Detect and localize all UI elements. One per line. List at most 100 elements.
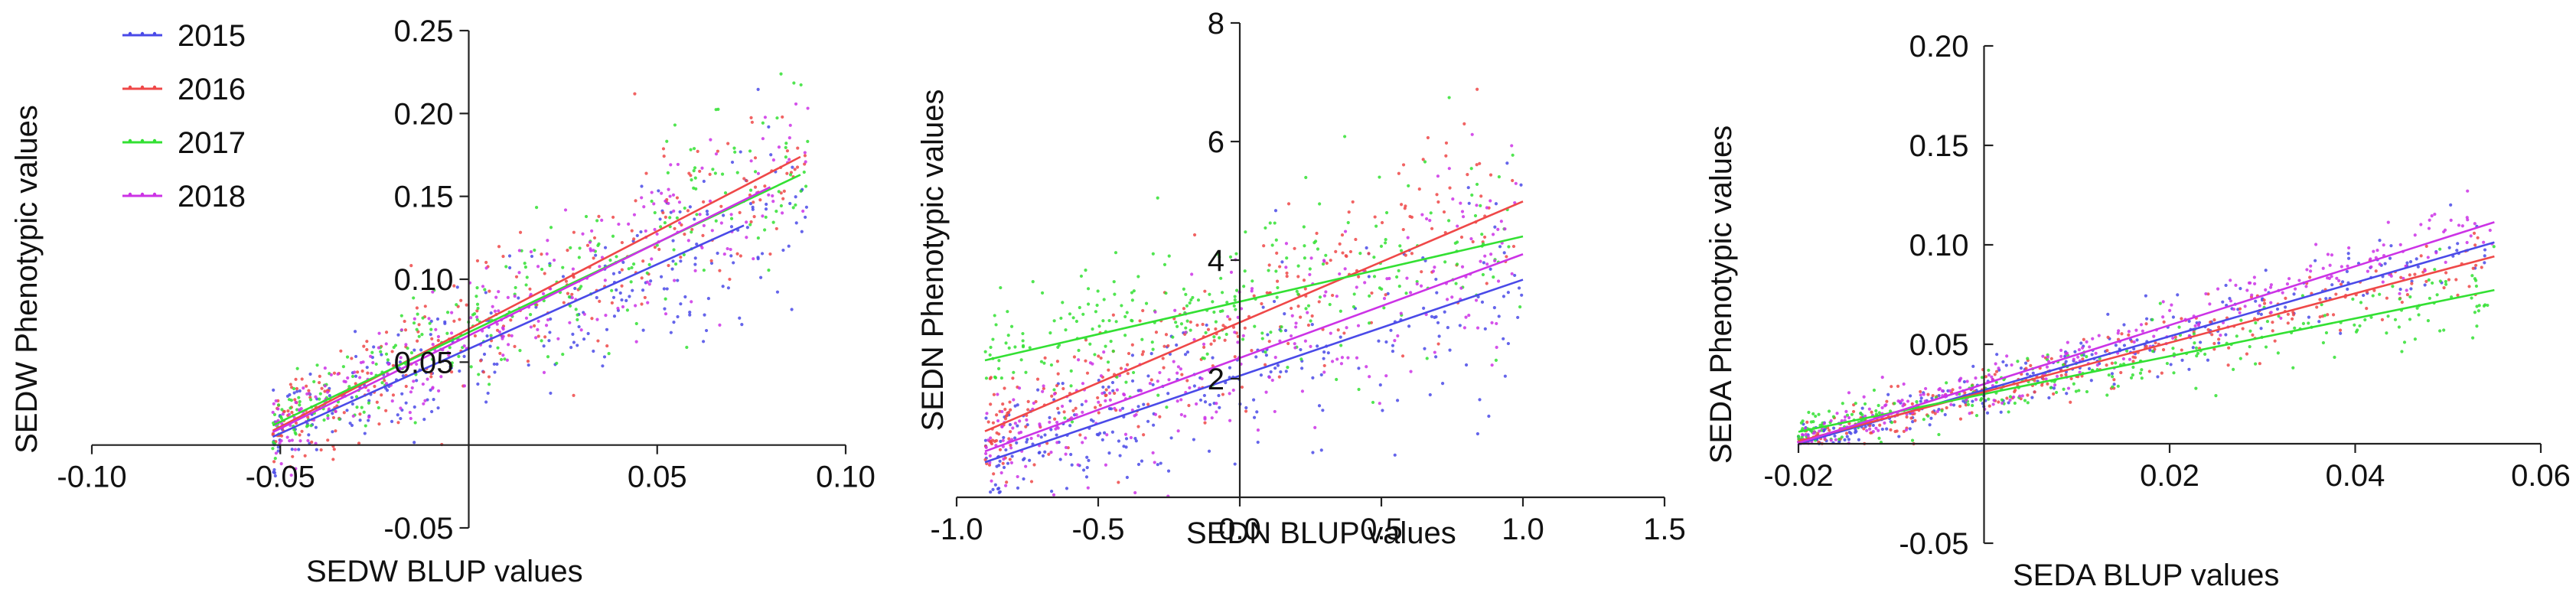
data-point-2017: [1013, 345, 1017, 349]
data-point-2017: [767, 269, 771, 272]
regression-line-2017: [1798, 288, 2495, 433]
data-point-2018: [1104, 463, 1108, 467]
data-point-2016: [465, 303, 468, 307]
data-point-2017: [309, 398, 313, 402]
data-point-2018: [1172, 360, 1176, 363]
data-point-2017: [2158, 301, 2162, 305]
data-point-2017: [1987, 397, 1991, 401]
data-point-2017: [540, 339, 543, 343]
data-point-2018: [2168, 308, 2172, 312]
data-point-2017: [2253, 362, 2258, 366]
data-point-2017: [720, 172, 725, 176]
data-point-2016: [2226, 363, 2230, 367]
data-point-2018: [2386, 220, 2390, 224]
data-point-2017: [775, 116, 779, 120]
data-point-2018: [2264, 288, 2268, 291]
data-point-2018: [1451, 197, 1455, 201]
data-point-2015: [760, 252, 765, 256]
data-point-2018: [1183, 414, 1187, 419]
data-point-2018: [2234, 283, 2238, 287]
data-point-2015: [2064, 360, 2068, 363]
data-point-2018: [2097, 334, 2101, 337]
data-point-2017: [2470, 296, 2473, 300]
data-point-2016: [1805, 420, 1809, 424]
data-point-2018: [2335, 276, 2339, 280]
data-point-2018: [1303, 339, 1307, 343]
data-point-2018: [1461, 215, 1466, 219]
data-point-2016: [1285, 271, 1289, 275]
data-point-2016: [1322, 363, 1326, 368]
data-point-2018: [1339, 362, 1344, 366]
data-point-2016: [620, 268, 624, 272]
data-point-2015: [1016, 424, 1019, 428]
data-point-2018: [1958, 379, 1961, 383]
data-point-2018: [1156, 379, 1159, 383]
data-point-2018: [672, 209, 676, 213]
data-point-2015: [1985, 411, 1990, 415]
data-point-2017: [1093, 353, 1097, 357]
data-point-2016: [332, 448, 336, 451]
data-point-2018: [2132, 340, 2136, 344]
data-point-2017: [399, 314, 403, 318]
data-point-2016: [2162, 320, 2166, 324]
data-point-2018: [1847, 391, 1851, 395]
data-point-2018: [1139, 389, 1143, 392]
data-point-2016: [1945, 405, 1948, 410]
data-point-2016: [2105, 363, 2108, 367]
data-point-2018: [556, 337, 560, 340]
data-point-2015: [595, 295, 598, 300]
data-point-2018: [563, 208, 568, 212]
data-point-2015: [1316, 344, 1319, 348]
data-point-2017: [771, 220, 775, 224]
data-point-2017: [1371, 400, 1375, 405]
data-point-2018: [1436, 174, 1440, 178]
data-point-2015: [1885, 427, 1889, 431]
data-point-2018: [1134, 412, 1138, 417]
data-point-2016: [1056, 372, 1060, 376]
data-point-2018: [1313, 425, 1317, 429]
data-point-2017: [1372, 275, 1377, 278]
data-point-2017: [2061, 363, 2066, 367]
data-point-2017: [1074, 319, 1079, 324]
data-point-2018: [714, 152, 719, 156]
data-point-2015: [2389, 244, 2393, 248]
data-point-2018: [546, 239, 549, 243]
data-point-2018: [1122, 392, 1126, 396]
data-point-2017: [625, 308, 629, 312]
data-point-2017: [2105, 393, 2109, 397]
data-point-2017: [1295, 289, 1299, 293]
data-point-2016: [1142, 433, 1146, 437]
data-point-2015: [649, 279, 653, 283]
y-tick-label: 4: [1208, 244, 1224, 278]
legend-marker: [140, 138, 145, 143]
data-point-2018: [1459, 201, 1462, 205]
data-point-2018: [592, 249, 595, 252]
data-point-2017: [1877, 411, 1881, 415]
data-point-2017: [2235, 334, 2239, 338]
data-point-2018: [588, 240, 592, 244]
data-point-2017: [1454, 282, 1458, 285]
data-point-2015: [2415, 257, 2418, 261]
data-point-2016: [2405, 292, 2410, 297]
data-point-2015: [2346, 287, 2349, 291]
data-point-2017: [272, 412, 277, 416]
data-point-2016: [2308, 275, 2312, 279]
data-point-2017: [1184, 326, 1188, 330]
data-point-2016: [449, 370, 454, 374]
data-point-2015: [2132, 347, 2136, 351]
data-point-2017: [664, 297, 667, 301]
data-point-2015: [740, 323, 744, 327]
data-point-2018: [1335, 295, 1339, 298]
data-point-2016: [572, 230, 576, 234]
data-point-2016: [1306, 323, 1311, 327]
data-point-2018: [570, 296, 574, 300]
data-point-2018: [431, 386, 435, 389]
data-point-2017: [535, 206, 539, 210]
data-point-2015: [621, 260, 625, 264]
data-point-2018: [552, 258, 556, 262]
data-point-2017: [634, 321, 638, 326]
data-point-2018: [524, 316, 529, 320]
data-point-2017: [1877, 436, 1881, 440]
data-point-2015: [399, 416, 403, 421]
data-point-2017: [1443, 260, 1447, 264]
